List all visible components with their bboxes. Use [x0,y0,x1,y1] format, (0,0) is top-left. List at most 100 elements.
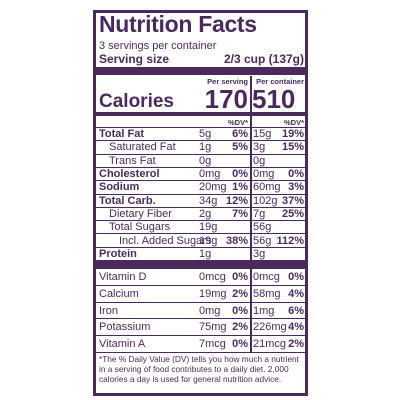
medium-rule [96,112,305,116]
nutrient-name: Saturated Fat [109,141,176,154]
nutrient-name: Total Sugars [109,221,171,234]
label-border [93,10,308,396]
nutrient-name: Sodium [99,181,140,194]
column-header: Per serving [207,77,248,86]
percent-dv: 3% [288,181,304,194]
percent-dv: 4% [288,321,304,334]
nutrient-name: Trans Fat [109,154,156,167]
amount: 19g [199,234,218,247]
percent-dv: 5% [232,141,248,154]
column-divider [250,76,252,352]
calories-value: 170 [204,84,248,114]
nutrient-name: Vitamin A [99,338,146,351]
nutrient-name: Calcium [99,287,139,300]
calories-label: Calories [99,91,174,112]
calories-value: 510 [252,84,296,114]
amount: 1g [199,141,212,154]
amount: 0mg [253,168,275,181]
dv-header: %DV* [227,118,248,127]
percent-dv: 0% [232,168,248,181]
amount: 0mcg [199,270,226,283]
percent-dv: 0% [232,304,248,317]
amount: 56g [253,221,272,234]
row-rule [96,318,305,320]
nutrient-name: Cholesterol [99,168,160,181]
row-rule [96,268,305,269]
percent-dv: 6% [232,128,248,141]
amount: 75mg [199,321,227,334]
row-rule [96,180,305,182]
row-rule [96,233,305,235]
percent-dv: 37% [281,194,304,207]
percent-dv: 1% [232,181,248,194]
amount: 58mg [253,287,281,300]
amount: 20mg [199,181,227,194]
percent-dv: 0% [232,338,248,351]
amount: 102g [253,194,278,207]
percent-dv: 19% [281,128,304,141]
row-rule [96,127,305,128]
row-rule [96,140,305,142]
serving-size-label: Serving size [99,52,170,66]
amount: 7g [253,207,266,220]
percent-dv: 4% [288,287,304,300]
amount: 19mg [199,287,227,300]
percent-dv: 7% [232,207,248,220]
row-rule [96,166,305,168]
amount: 3g [253,247,266,260]
percent-dv: 25% [281,207,304,220]
servings: 3 servings per container [99,40,217,52]
amount: 5g [199,128,212,141]
nutrient-name: Potassium [99,321,151,334]
row-rule [96,206,305,208]
percent-dv: 15% [281,141,304,154]
serving-size-value: 2/3 cup (137g) [223,52,304,66]
percent-dv: 2% [288,338,304,351]
amount: 0mcg [253,270,280,283]
thick-rule [96,67,305,75]
nutrient-name: Iron [99,304,118,317]
title: Nutrition Facts [99,11,257,37]
amount: 3g [253,141,266,154]
row-rule [96,193,305,195]
row-rule [96,335,305,337]
percent-dv: 0% [288,168,304,181]
amount: 1g [199,247,212,260]
percent-dv: 6% [288,304,304,317]
amount: 0g [253,154,266,167]
row-rule [96,284,305,286]
percent-dv: 38% [225,234,248,247]
percent-dv: 0% [288,270,304,283]
amount: 226mg [253,321,287,334]
nutrient-name: Total Fat [99,128,145,141]
row-rule [96,301,305,303]
amount: 0mg [199,168,221,181]
row-rule [96,220,305,222]
amount: 60mg [253,181,281,194]
nutrient-name: Vitamin D [99,270,147,283]
column-header: Per container [256,77,304,86]
amount: 2g [199,207,212,220]
amount: 21mcg [253,338,287,351]
footnote-rule [96,352,305,353]
nutrient-name: Total Carb. [99,194,156,207]
amount: 56g [253,234,272,247]
thick-rule [96,260,305,268]
amount: 7mcg [199,338,226,351]
row-rule [96,153,305,155]
amount: 19g [199,221,218,234]
dv-header: %DV* [283,118,304,127]
row-rule [96,246,305,248]
amount: 15g [253,128,272,141]
nutrient-name: Protein [99,247,137,260]
amount: 1mg [253,304,275,317]
percent-dv: 12% [225,194,248,207]
nutrient-name: Incl. Added Sugars [119,234,212,247]
percent-dv: 2% [232,287,248,300]
percent-dv: 2% [232,321,248,334]
percent-dv: 112% [276,234,304,247]
footnote: *The % Daily Value (DV) tells you how mu… [99,354,299,384]
percent-dv: 0% [232,270,248,283]
nutrient-name: Dietary Fiber [109,207,172,220]
